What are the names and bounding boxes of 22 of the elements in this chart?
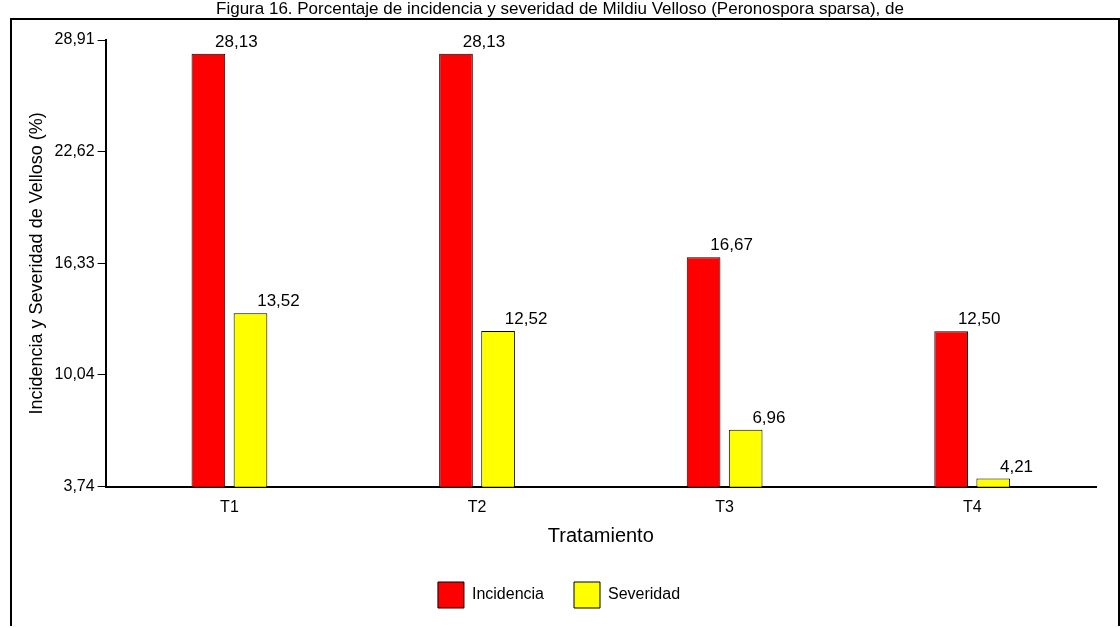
y-tick-label: 28,91 [54, 30, 95, 48]
x-tick-label: T3 [715, 497, 735, 515]
data-label: 16,67 [710, 235, 753, 255]
data-label: 13,52 [257, 291, 300, 311]
data-label: 6,96 [752, 407, 786, 427]
y-tick-label: 10,04 [54, 365, 95, 383]
y-tick-label: 16,33 [54, 253, 95, 271]
x-axis-title: Tratamiento [547, 523, 654, 546]
y-tick-label: 3,74 [63, 477, 95, 495]
x-tick-label: T1 [220, 497, 239, 515]
y-axis-title: Incidencia y Severidad de Velloso (%) [25, 112, 46, 415]
legend-label: Incidencia [471, 585, 545, 603]
data-label: 4,21 [999, 456, 1034, 476]
data-label: 28,13 [462, 32, 506, 52]
x-tick-label: T4 [962, 497, 982, 515]
data-label: 12,52 [504, 309, 548, 329]
chart-title: Figura 16. Porcentaje de incidencia y severidad de Mildiu Velloso (Peronospora sparsa), de [215, 0, 905, 18]
legend-label: Severidad [608, 585, 681, 603]
x-tick-label: T2 [467, 497, 487, 515]
data-label: 12,50 [957, 309, 1001, 329]
data-label: 28,13 [215, 32, 258, 52]
y-tick-label: 22,62 [54, 142, 95, 160]
